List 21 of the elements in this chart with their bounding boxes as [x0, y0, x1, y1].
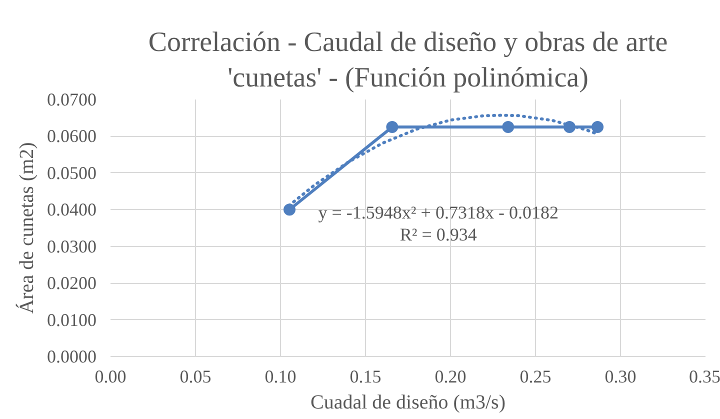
y-tick-label: 0.0500 — [47, 162, 96, 183]
y-tick-label: 0.0200 — [47, 273, 96, 294]
annotation: y = -1.5948x² + 0.7318x - 0.0182 — [318, 202, 558, 223]
chart-title: Correlación - Caudal de diseño y obras de arte 'cunetas' - (Función polinómica) — [148, 26, 668, 94]
x-tick-label: 0.00 — [94, 366, 126, 386]
y-tick-label: 0.0300 — [47, 236, 96, 256]
y-tick-label: 0.0400 — [47, 200, 96, 220]
y-tick-label: 0.0700 — [47, 90, 96, 110]
y-tick-label: 0.0000 — [47, 346, 96, 366]
x-tick-label: 0.15 — [350, 366, 382, 386]
x-tick-label: 0.20 — [434, 366, 466, 386]
x-tick-label: 0.25 — [520, 366, 552, 386]
x-axis-title: Cuadal de diseño (m3/s) — [310, 392, 506, 414]
annotation: R² = 0.934 — [400, 224, 477, 244]
y-axis-title: Área de cunetas (m2) — [15, 142, 38, 314]
x-tick-label: 0.30 — [604, 366, 636, 386]
x-tick-label: 0.05 — [180, 366, 212, 386]
y-tick-label: 0.0100 — [47, 310, 96, 330]
y-tick-label: 0.0600 — [47, 126, 96, 146]
x-tick-label: 0.10 — [264, 366, 296, 386]
x-tick-label: 0.35 — [689, 366, 720, 386]
